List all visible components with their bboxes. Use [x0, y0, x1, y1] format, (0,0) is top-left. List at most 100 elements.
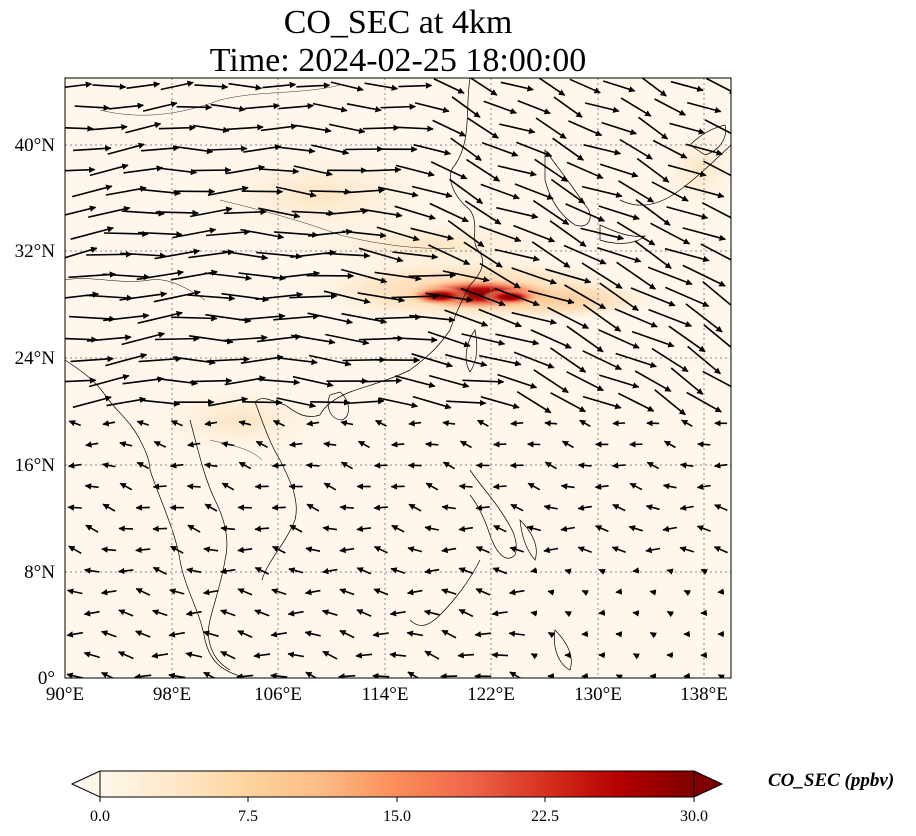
wind-arrow [543, 546, 559, 554]
wind-arrow [187, 441, 201, 448]
wind-arrow [474, 631, 491, 638]
wind-arrow [118, 651, 134, 660]
lon-tick-138: 138°E [680, 684, 728, 705]
wind-arrow [611, 546, 626, 554]
wind-arrow [358, 247, 404, 263]
wind-arrow [137, 310, 183, 324]
wind-arrow [601, 121, 637, 135]
wind-arrow [85, 294, 134, 302]
wind-arrow [304, 589, 321, 596]
wind-arrow [204, 503, 218, 512]
wind-arrow [408, 272, 457, 279]
wind-arrow [631, 330, 675, 348]
wind-arrow [139, 188, 182, 197]
wind-arrow [293, 165, 333, 177]
hainan-island [327, 391, 349, 421]
wind-arrow [253, 652, 271, 659]
lon-tick-labels: 90°E 98°E 106°E 114°E 122°E 130°E 138°E [46, 684, 728, 705]
wind-arrow [460, 287, 506, 307]
wind-arrow [155, 209, 199, 217]
wind-arrow [464, 200, 502, 225]
wind-arrow [169, 588, 185, 595]
wind-arrow [667, 164, 707, 178]
lat-tick-labels: 0° 8°N 16°N 24°N 32°N 40°N [15, 135, 56, 689]
wind-arrow [577, 504, 592, 511]
wind-arrow [630, 287, 676, 307]
wind-arrow [203, 671, 217, 678]
wind-arrow [499, 123, 536, 135]
wind-arrow [429, 202, 469, 223]
wind-arrow [494, 287, 540, 307]
wind-arrow [88, 205, 131, 218]
wind-arrow [632, 567, 640, 574]
wind-arrow [615, 352, 657, 368]
wind-arrow [553, 96, 583, 118]
wind-arrow [615, 588, 623, 595]
wind-arrow [703, 324, 731, 349]
wind-arrow [108, 102, 144, 110]
wind-arrow [188, 249, 235, 259]
wind-arrow [649, 673, 657, 678]
wind-arrow [450, 137, 482, 162]
colorbar-tick-22-5: 22.5 [531, 808, 559, 825]
wind-arrow [526, 525, 541, 532]
wind-arrow [203, 546, 219, 553]
wind-arrow [324, 252, 371, 259]
wind-arrow [312, 102, 348, 113]
wind-arrow [185, 651, 203, 658]
wind-arrow [239, 313, 286, 321]
wind-arrow [220, 525, 236, 532]
wind-arrow [535, 117, 567, 140]
wind-arrow [462, 378, 505, 385]
wind-arrow [602, 80, 636, 93]
wind-arrow [255, 440, 268, 449]
wind-arrow [704, 119, 731, 137]
wind-arrow [154, 248, 201, 260]
wind-arrow [357, 440, 370, 449]
wind-arrow [202, 589, 219, 596]
wind-arrow [577, 546, 592, 554]
wind-arrow [92, 83, 127, 90]
wind-arrow [550, 178, 586, 204]
wind-arrow [101, 546, 117, 553]
wind-arrow [357, 292, 406, 303]
wind-arrow [391, 524, 405, 533]
wind-arrow [612, 503, 626, 512]
wind-arrow [458, 567, 474, 575]
wind-arrow [156, 377, 199, 387]
wind-arrow [220, 650, 236, 660]
wind-arrow [210, 103, 246, 112]
wind-arrow [410, 227, 455, 241]
wind-arrow [100, 630, 117, 638]
wind-arrow [102, 273, 151, 281]
wind-arrow [73, 145, 112, 152]
wind-arrow [153, 289, 201, 303]
wind-arrow [445, 353, 488, 368]
coastlines [65, 78, 731, 677]
wind-arrow [527, 482, 541, 491]
wind-arrow [442, 461, 456, 470]
wind-arrow [274, 356, 318, 366]
wind-arrow [120, 252, 167, 259]
wind-arrow [463, 241, 503, 268]
wind-arrow [194, 83, 229, 90]
wind-arrow [598, 329, 640, 349]
wind-arrow [202, 630, 219, 638]
wind-arrow [549, 220, 587, 248]
wind-arrow [160, 80, 194, 91]
wind-arrow [581, 589, 589, 596]
wind-arrow [510, 420, 524, 427]
wind-arrow [102, 503, 116, 512]
wind-arrow [304, 630, 321, 637]
wind-arrow [408, 503, 422, 512]
wind-arrow [428, 244, 471, 266]
wind-arrow [296, 82, 331, 89]
wind-arrow [118, 609, 134, 617]
wind-arrow [338, 673, 356, 678]
wind-arrow [406, 589, 423, 596]
wind-arrow [511, 311, 557, 325]
wind-arrow [119, 441, 133, 448]
wind-arrow [376, 226, 420, 242]
lat-tick-16: 16°N [15, 455, 56, 476]
wind-arrow [407, 671, 420, 678]
